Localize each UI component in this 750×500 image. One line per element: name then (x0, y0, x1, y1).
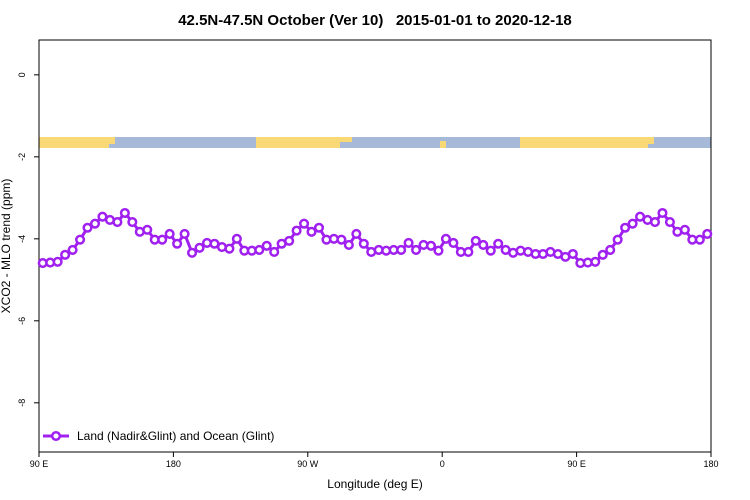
x-tick-label: 180 (703, 459, 718, 469)
land-strip (648, 137, 654, 144)
data-point (187, 247, 198, 258)
x-tick-label: 0 (440, 459, 445, 469)
data-point (448, 237, 459, 248)
data-point (306, 226, 317, 237)
data-point (702, 228, 713, 239)
y-tick-label: -8 (17, 399, 27, 407)
data-point (179, 228, 190, 239)
y-tick-label: 0 (17, 72, 27, 77)
data-point (269, 246, 280, 257)
data-point (343, 239, 354, 251)
data-point (627, 218, 638, 229)
data-point (463, 246, 474, 257)
chart-title: 42.5N-47.5N October (Ver 10) 2015-01-01 … (178, 12, 572, 29)
data-point (284, 235, 295, 246)
data-point (493, 238, 504, 249)
data-point (112, 216, 123, 228)
y-tick-label: -4 (17, 235, 27, 243)
x-tick-label: 90 W (297, 459, 319, 469)
data-point (403, 237, 414, 248)
legend-label: Land (Nadir&Glint) and Ocean (Glint) (77, 429, 274, 443)
data-point (597, 249, 608, 260)
data-point (194, 242, 205, 253)
land-strip (39, 137, 109, 148)
ocean-strip (39, 137, 711, 148)
y-axis-label: XCO2 - MLO trend (ppm) (0, 179, 13, 314)
land-strip (520, 137, 648, 148)
land-strip (440, 141, 446, 148)
data-point (679, 224, 690, 235)
data-point (664, 216, 675, 228)
land-strip (109, 137, 115, 144)
data-point (261, 240, 272, 251)
data-point (657, 207, 668, 219)
data-point (425, 240, 437, 251)
data-point (82, 222, 93, 233)
data-point (351, 228, 362, 239)
data-point (612, 234, 623, 245)
data-point (605, 244, 616, 255)
data-point (254, 244, 265, 255)
x-tick-label: 180 (166, 459, 181, 469)
data-point (478, 239, 489, 251)
x-tick-label: 90 E (30, 459, 49, 469)
data-point (52, 256, 63, 267)
data-point (172, 238, 183, 249)
data-point (336, 234, 347, 245)
legend-marker (50, 430, 62, 442)
data-point (590, 256, 601, 267)
land-strip (256, 137, 340, 148)
data-point (224, 243, 235, 254)
data-point (649, 216, 661, 228)
data-point (620, 222, 631, 233)
data-point (231, 233, 242, 244)
data-point (470, 235, 481, 246)
land-strip (340, 137, 352, 142)
data-point (433, 245, 444, 256)
data-point (75, 234, 86, 245)
data-point (411, 244, 422, 255)
data-point (119, 207, 130, 219)
data-point (60, 249, 71, 260)
data-point (89, 218, 101, 229)
y-tick-label: -2 (17, 153, 27, 161)
data-point (67, 244, 78, 255)
data-point (164, 228, 175, 239)
plot-frame (38, 39, 712, 453)
data-point (567, 248, 578, 260)
data-point (313, 222, 325, 233)
x-tick-label: 90 E (567, 459, 586, 469)
data-point (440, 233, 451, 244)
data-point (157, 234, 168, 245)
data-point (299, 218, 310, 229)
data-point (291, 225, 302, 236)
land-ocean-strip (39, 137, 711, 148)
data-point (142, 224, 153, 235)
x-axis-label: Longitude (deg E) (327, 477, 422, 491)
data-point (396, 244, 407, 255)
data-point (127, 216, 138, 228)
data-point (485, 245, 496, 256)
data-point (694, 234, 705, 245)
data-point (358, 238, 369, 249)
y-tick-label: -6 (17, 317, 27, 325)
